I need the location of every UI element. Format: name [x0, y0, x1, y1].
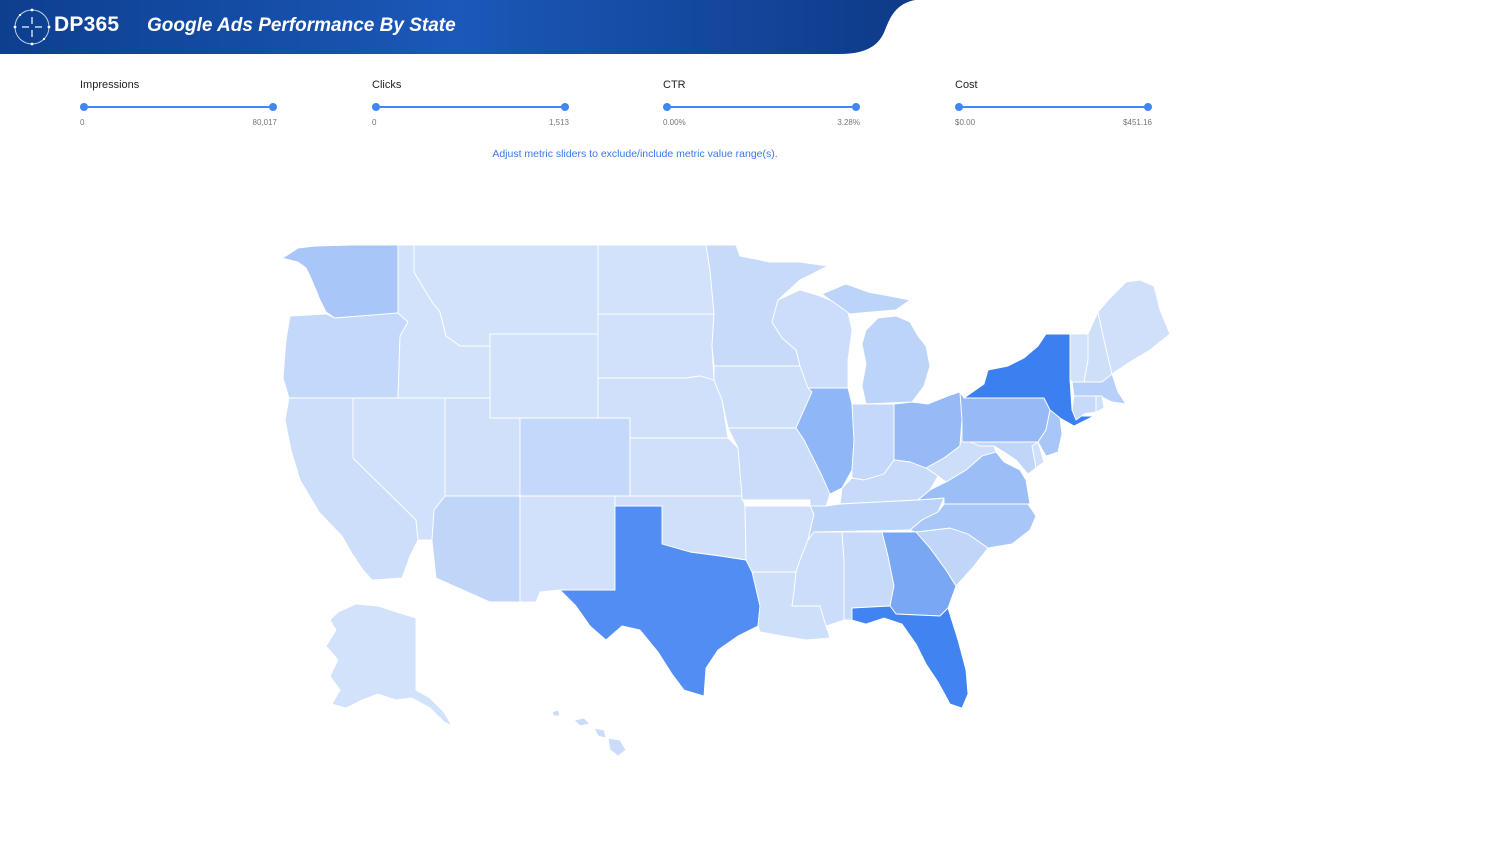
state-PA[interactable] [959, 391, 1051, 443]
state-HI[interactable] [551, 709, 627, 757]
impressions-filter: Impressions 0 80,017 [80, 78, 280, 130]
state-KS[interactable] [629, 437, 743, 497]
state-WI[interactable] [771, 289, 853, 389]
slider-min-handle[interactable] [372, 103, 380, 111]
state-MD[interactable] [961, 441, 1039, 475]
state-SD[interactable] [597, 313, 715, 381]
state-CO[interactable] [519, 417, 631, 497]
page-title: Google Ads Performance By State [147, 15, 456, 36]
state-TX[interactable] [559, 505, 761, 697]
us-state-map [250, 230, 1190, 770]
clicks-label: Clicks [372, 79, 402, 91]
slider-max-handle[interactable] [1144, 103, 1152, 111]
header-background [0, 0, 915, 54]
slider-min-handle[interactable] [80, 103, 88, 111]
impressions-min-value: 0 [80, 118, 85, 127]
state-AZ[interactable] [431, 495, 521, 603]
state-MS[interactable] [791, 531, 845, 627]
impressions-max-value: 80,017 [252, 118, 277, 127]
map-svg [281, 244, 1171, 757]
clicks-filter: Clicks 0 1,513 [372, 78, 572, 130]
slider-min-handle[interactable] [955, 103, 963, 111]
ctr-label: CTR [663, 79, 686, 91]
clicks-max-value: 1,513 [548, 118, 569, 127]
slider-track[interactable] [83, 106, 274, 108]
impressions-slider[interactable] [80, 102, 277, 112]
cost-max-value: $451.16 [1123, 118, 1152, 127]
state-WA[interactable] [281, 244, 399, 319]
ctr-slider[interactable] [663, 102, 860, 112]
state-NM[interactable] [519, 495, 616, 603]
cost-label: Cost [955, 79, 978, 91]
cost-min-value: $0.00 [955, 118, 976, 127]
state-NJ[interactable] [1037, 409, 1063, 457]
state-NE[interactable] [597, 375, 729, 439]
ctr-filter: CTR 0.00% 3.28% [663, 78, 863, 130]
clicks-min-value: 0 [372, 118, 377, 127]
clicks-slider[interactable] [372, 102, 569, 112]
state-AK[interactable] [325, 603, 453, 727]
header-band [0, 0, 920, 54]
slider-max-handle[interactable] [852, 103, 860, 111]
slider-track[interactable] [666, 106, 857, 108]
cost-filter: Cost $0.00 $451.16 [955, 78, 1155, 130]
cost-slider[interactable] [955, 102, 1152, 112]
state-NC[interactable] [909, 503, 1037, 549]
ctr-max-value: 3.28% [837, 118, 860, 127]
impressions-label: Impressions [80, 79, 140, 91]
slider-hint-text: Adjust metric sliders to exclude/include… [492, 148, 778, 160]
dp365-logo-icon [12, 7, 52, 47]
state-RI[interactable] [1095, 395, 1105, 413]
slider-max-handle[interactable] [269, 103, 277, 111]
slider-min-handle[interactable] [663, 103, 671, 111]
state-MI[interactable] [821, 283, 931, 405]
ctr-min-value: 0.00% [663, 118, 686, 127]
state-WY[interactable] [489, 333, 599, 419]
state-OR[interactable] [282, 312, 409, 399]
state-ND[interactable] [597, 244, 715, 315]
slider-track[interactable] [375, 106, 566, 108]
logo-text: DP365 [54, 13, 120, 36]
state-IA[interactable] [713, 365, 813, 429]
state-FL[interactable] [851, 605, 969, 709]
state-ME[interactable] [1097, 279, 1171, 375]
slider-track[interactable] [958, 106, 1149, 108]
slider-max-handle[interactable] [561, 103, 569, 111]
